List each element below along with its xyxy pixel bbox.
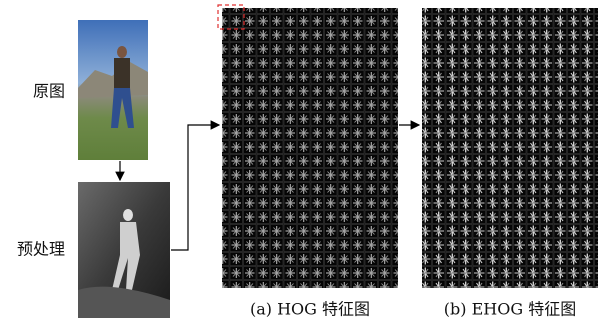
- label-preprocessed: 预处理: [17, 240, 65, 259]
- arrow: [171, 125, 219, 250]
- original-photo: [78, 20, 148, 160]
- ehog-feature-map: [422, 8, 598, 288]
- label-original: 原图: [33, 82, 65, 101]
- figure: 原图 预处理 (a) HOG 特征图 (b) EHOG 特征图: [0, 0, 603, 328]
- caption-ehog: (b) EHOG 特征图: [444, 300, 576, 319]
- hog-feature-map: [222, 8, 398, 288]
- caption-hog: (a) HOG 特征图: [250, 300, 370, 319]
- preprocessed-photo: [78, 182, 170, 318]
